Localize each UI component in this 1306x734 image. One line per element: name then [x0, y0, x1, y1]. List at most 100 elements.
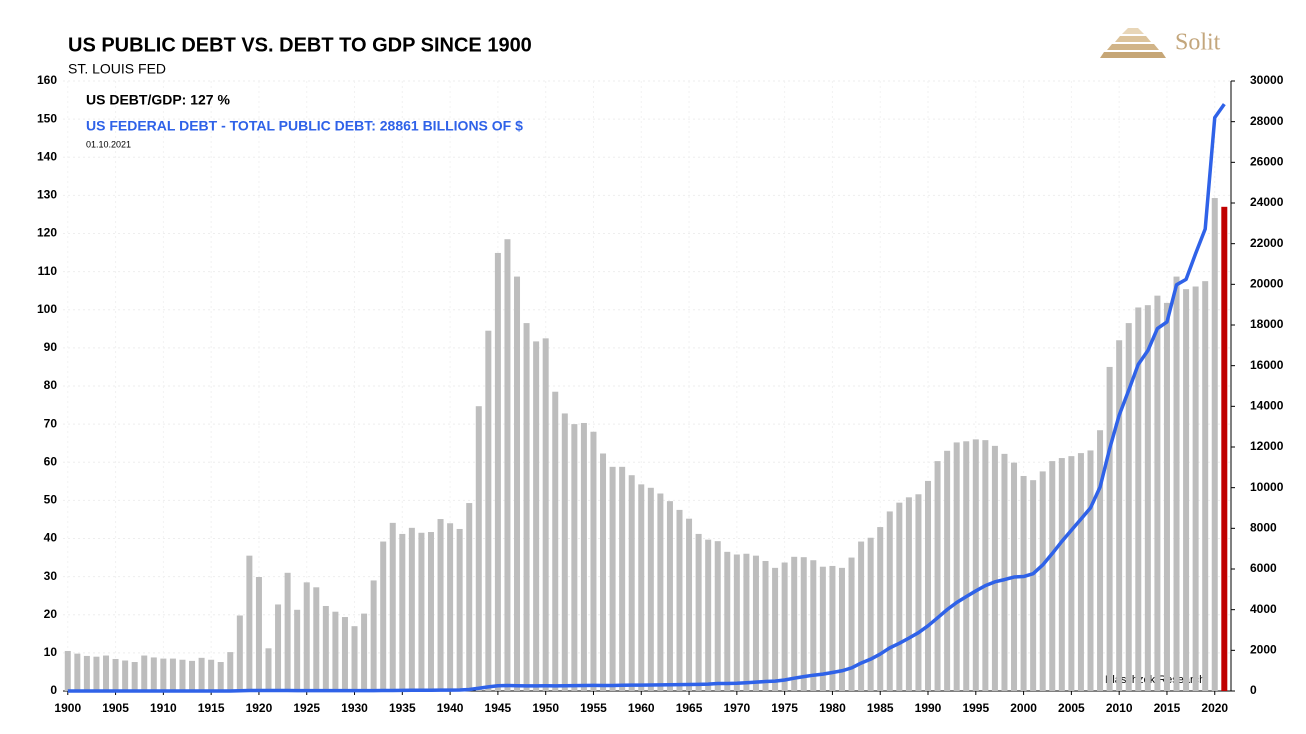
bar [74, 653, 81, 691]
bar [705, 539, 712, 691]
bar [504, 239, 511, 691]
bar [1183, 289, 1190, 691]
bar [332, 611, 339, 691]
bar [1202, 281, 1209, 691]
bar [991, 445, 998, 691]
bar [552, 391, 559, 691]
bar [341, 617, 348, 691]
y-tick-label: 150 [37, 111, 57, 125]
bar [619, 466, 626, 691]
x-tick-label: 1970 [723, 701, 750, 715]
y-tick-label: 40 [44, 531, 58, 545]
logo-text: Solit [1175, 30, 1221, 56]
y-tick-label: 110 [38, 264, 58, 278]
bar [1192, 286, 1199, 691]
x-tick-label: 1915 [198, 701, 225, 715]
bar [1058, 458, 1065, 691]
bar [351, 626, 358, 691]
bar [169, 658, 176, 691]
bar [810, 560, 817, 691]
bar [600, 453, 607, 691]
bar [408, 527, 415, 691]
bar [1221, 206, 1228, 691]
bar [915, 494, 922, 691]
x-tick-label: 1920 [246, 701, 273, 715]
bar [638, 484, 645, 691]
bar [112, 658, 119, 691]
bar [523, 323, 530, 691]
bar [580, 422, 587, 691]
y2-tick-label: 0 [1250, 683, 1257, 697]
bar [514, 276, 521, 691]
x-tick-label: 2020 [1201, 701, 1228, 715]
x-tick-label: 2010 [1106, 701, 1133, 715]
x-tick-label: 1940 [437, 701, 464, 715]
bar [447, 523, 454, 691]
x-tick-label: 1990 [915, 701, 942, 715]
bar [150, 657, 157, 691]
bar [944, 450, 951, 691]
bar [466, 503, 473, 691]
bar [380, 541, 387, 691]
bar [953, 442, 960, 691]
bar [83, 655, 90, 691]
x-tick-label: 2005 [1058, 701, 1085, 715]
bar [1211, 198, 1218, 691]
bar [800, 557, 807, 691]
x-tick-label: 1945 [485, 701, 512, 715]
bar [533, 341, 540, 691]
bar [370, 580, 377, 691]
x-tick-label: 1955 [580, 701, 607, 715]
bar [657, 493, 664, 691]
bar [313, 587, 320, 691]
bar [227, 652, 234, 691]
x-tick-label: 1975 [771, 701, 798, 715]
x-tick-label: 2015 [1154, 701, 1181, 715]
bar [1087, 450, 1094, 691]
bar [934, 461, 941, 691]
bar [1106, 366, 1113, 691]
bar [93, 656, 100, 691]
y-tick-label: 50 [44, 493, 58, 507]
bar [1116, 340, 1123, 691]
bar [303, 582, 310, 691]
y-tick-label: 20 [44, 607, 58, 621]
bar [752, 555, 759, 691]
annotation: 01.10.2021 [86, 139, 131, 149]
bar [399, 533, 406, 691]
bar [275, 604, 282, 691]
x-tick-label: 1950 [532, 701, 559, 715]
bar [896, 502, 903, 691]
bar [858, 541, 865, 691]
bar [829, 565, 836, 691]
y2-tick-label: 20000 [1250, 277, 1284, 291]
x-tick-label: 1935 [389, 701, 416, 715]
bar [762, 560, 769, 691]
y-tick-label: 80 [44, 378, 58, 392]
bar [733, 554, 740, 691]
annotation: US DEBT/GDP: 127 % [86, 92, 230, 108]
x-tick-label: 1900 [54, 701, 81, 715]
bar [561, 413, 568, 691]
y2-tick-label: 18000 [1250, 317, 1284, 331]
bar [141, 655, 148, 691]
bar [494, 252, 501, 691]
bar [361, 613, 368, 691]
y2-tick-label: 16000 [1250, 358, 1284, 372]
y-tick-label: 30 [44, 569, 58, 583]
bar [160, 658, 167, 691]
bar [427, 532, 434, 691]
bar [1068, 456, 1075, 691]
bar [963, 441, 970, 691]
bar [724, 551, 731, 691]
bar [772, 567, 779, 691]
y-tick-label: 130 [37, 188, 57, 202]
bar [590, 431, 597, 691]
bar [781, 562, 788, 691]
bar [877, 527, 884, 691]
y2-tick-label: 6000 [1250, 561, 1277, 575]
bar [265, 648, 272, 691]
chart-subtitle: ST. LOUIS FED [68, 61, 166, 77]
bar [103, 655, 110, 691]
